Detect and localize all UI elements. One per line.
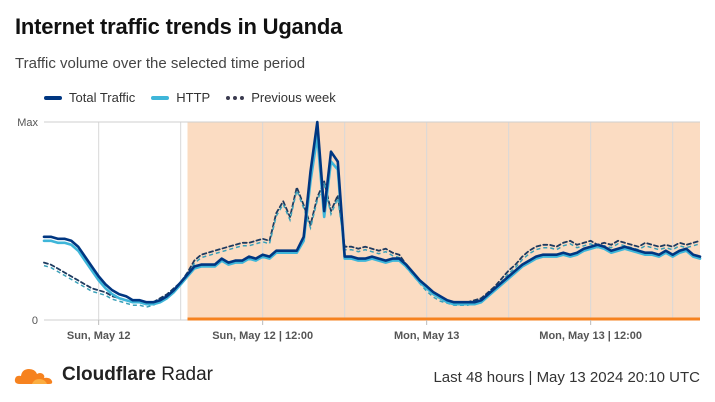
time-range-label: Last 48 hours | May 13 2024 20:10 UTC	[433, 369, 700, 386]
legend-item-total[interactable]: Total Traffic	[44, 90, 135, 105]
legend-swatch-total	[44, 95, 62, 100]
x-tick-label: Mon, May 13	[394, 330, 459, 342]
traffic-chart[interactable]: Max 0 Sun, May 12 Sun, May 12 | 12:00 Mon, M…	[0, 110, 715, 350]
brand-radar: Radar	[161, 364, 213, 385]
legend-label-http: HTTP	[176, 90, 211, 105]
y-tick-label: 0	[32, 315, 38, 327]
legend-label-previous: Previous week	[251, 90, 336, 105]
x-tick-label: Sun, May 12 | 12:00	[212, 330, 313, 342]
legend-swatch-previous	[226, 95, 245, 100]
series-line-http	[42, 134, 702, 306]
y-tick-label: Max	[17, 117, 38, 129]
highlight-range	[187, 122, 700, 320]
legend-item-previous[interactable]: Previous week	[226, 90, 336, 105]
series-line-previous-week-secondary	[43, 182, 701, 308]
legend-item-http[interactable]: HTTP	[151, 90, 210, 105]
cloudflare-logo[interactable]: Cloudflare Radar	[14, 364, 213, 386]
page-title: Internet traffic trends in Uganda	[15, 14, 343, 39]
brand-name: Cloudflare Radar	[62, 364, 213, 386]
series-line-total-traffic	[42, 120, 702, 304]
x-tick-label: Sun, May 12	[67, 330, 131, 342]
x-tick-label: Mon, May 13 | 12:00	[539, 330, 642, 342]
legend-label-total: Total Traffic	[69, 90, 136, 105]
legend-swatch-http	[151, 95, 170, 100]
brand-cloudflare: Cloudflare	[62, 364, 156, 385]
chart-legend: Total Traffic HTTP Previous week	[44, 90, 336, 105]
cloud-icon	[14, 369, 53, 384]
page-subtitle: Traffic volume over the selected time pe…	[15, 55, 306, 72]
